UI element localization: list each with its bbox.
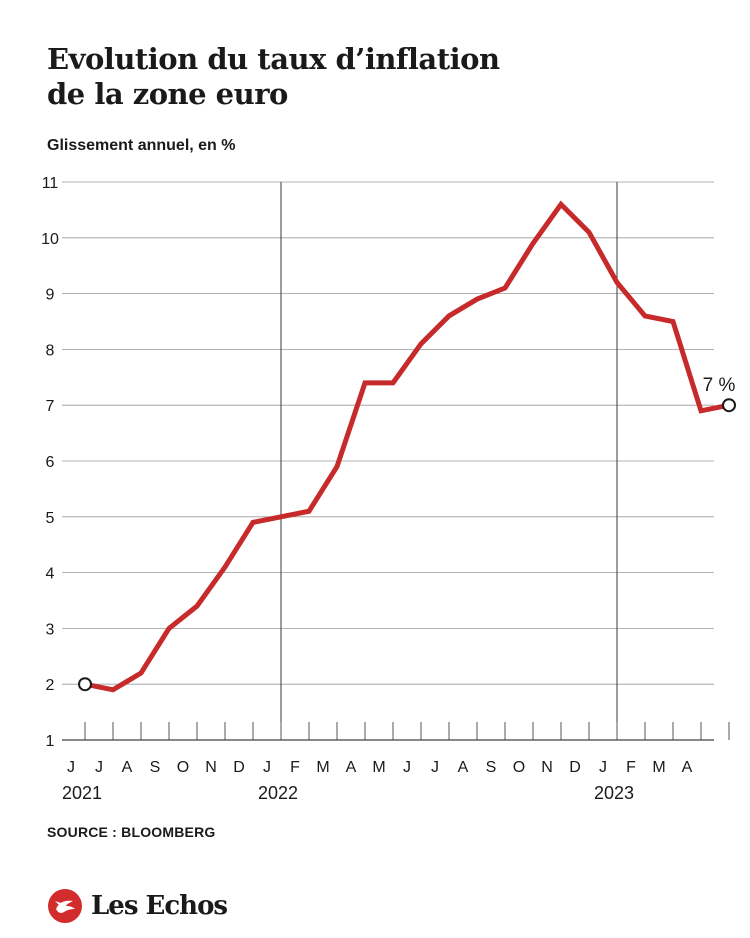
x-tick-label: J xyxy=(67,759,75,776)
series-layer xyxy=(78,200,736,693)
source-note: SOURCE : BLOOMBERG xyxy=(47,824,216,840)
x-tick-label: J xyxy=(431,759,439,776)
chart-title-line-2: de la zone euro xyxy=(47,77,288,111)
x-tick-label: A xyxy=(458,759,469,776)
x-year-label: 2023 xyxy=(594,783,634,803)
x-year-label: 2022 xyxy=(258,783,298,803)
x-tick-label: F xyxy=(626,759,636,776)
inflation-series-line xyxy=(84,200,730,693)
chart-title: Evolution du taux d’inflation de la zone… xyxy=(47,42,500,112)
x-tick-label: D xyxy=(233,759,245,776)
y-tick-label: 1 xyxy=(46,733,55,750)
x-tick-label: F xyxy=(290,759,300,776)
x-tick-label: J xyxy=(263,759,271,776)
x-tick-label: M xyxy=(372,759,385,776)
x-tick-label: A xyxy=(682,759,693,776)
les-echos-logo-icon xyxy=(48,889,82,923)
brand-name: Les Echos xyxy=(91,891,228,921)
brand-footer: Les Echos xyxy=(47,886,228,926)
y-tick-label: 10 xyxy=(41,231,59,248)
start-point-marker xyxy=(78,677,92,692)
x-tick-label: J xyxy=(403,759,411,776)
y-tick-label: 5 xyxy=(46,510,55,527)
end-value-label: 7 % xyxy=(703,375,736,396)
annotation-layer: 7 % xyxy=(703,375,736,396)
x-tick-label: O xyxy=(513,759,525,776)
y-tick-label: 2 xyxy=(46,677,55,694)
chart-title-line-1: Evolution du taux d’inflation xyxy=(47,42,500,76)
x-tick-label: N xyxy=(541,759,553,776)
y-tick-label: 9 xyxy=(46,287,55,304)
x-tick-label: A xyxy=(122,759,133,776)
y-axis-ticks: 1 2 3 4 5 6 7 8 9 10 11 xyxy=(41,175,59,750)
x-tick-label: S xyxy=(150,759,161,776)
grid-layer xyxy=(62,181,714,741)
y-tick-label: 11 xyxy=(42,175,59,192)
y-tick-label: 4 xyxy=(46,566,55,583)
x-tick-label: J xyxy=(95,759,103,776)
x-year-label: 2021 xyxy=(62,783,102,803)
x-tick-label: M xyxy=(652,759,665,776)
x-tick-label: J xyxy=(599,759,607,776)
chart-subtitle: Glissement annuel, en % xyxy=(47,137,236,154)
x-tick-label: S xyxy=(486,759,497,776)
x-tick-label: O xyxy=(177,759,189,776)
y-tick-label: 3 xyxy=(46,621,55,638)
end-point-marker xyxy=(722,398,736,413)
y-tick-label: 7 xyxy=(46,398,55,415)
x-tick-label: M xyxy=(316,759,329,776)
x-tick-label: N xyxy=(205,759,217,776)
x-tick-label: A xyxy=(346,759,357,776)
y-tick-label: 6 xyxy=(46,454,55,471)
y-tick-label: 8 xyxy=(46,342,55,359)
x-tick-label: D xyxy=(569,759,581,776)
